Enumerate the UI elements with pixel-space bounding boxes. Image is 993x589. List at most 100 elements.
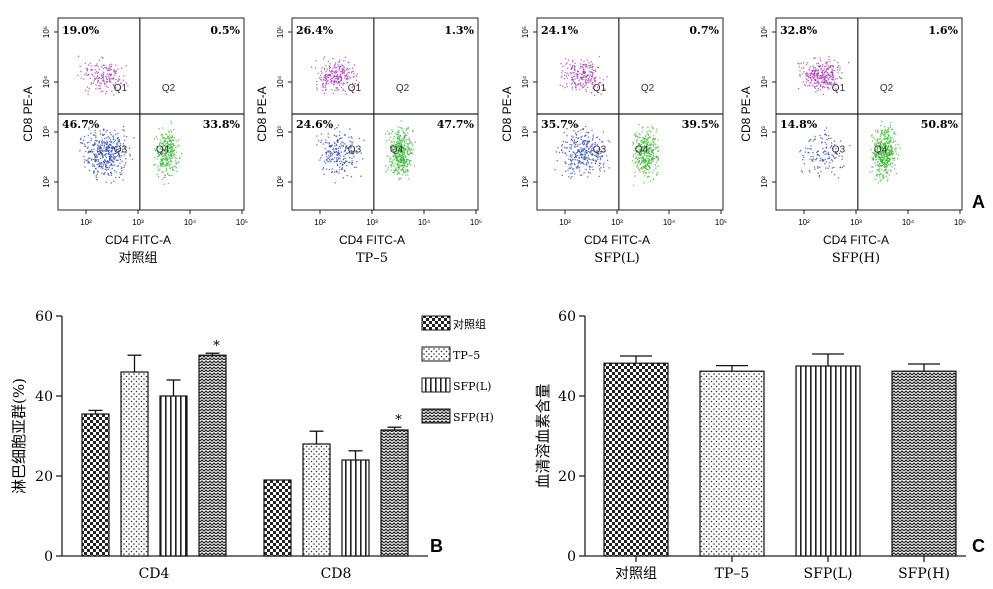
flow-event-dot	[402, 152, 405, 154]
flow-event-dot	[642, 165, 644, 168]
flow-event-dot	[354, 64, 356, 66]
flow-event-dot	[333, 151, 335, 154]
flow-event-dot	[871, 151, 874, 154]
flow-event-dot	[320, 157, 322, 159]
flow-event-dot	[571, 67, 573, 69]
flow-event-dot	[105, 181, 107, 183]
flow-event-dot	[339, 166, 341, 168]
flow-event-dot	[398, 126, 400, 128]
flow-event-dot	[580, 136, 582, 138]
flow-event-dot	[160, 146, 162, 148]
flow-event-dot	[407, 127, 409, 129]
flow-event-dot	[168, 136, 170, 138]
flow-event-dot	[163, 153, 166, 155]
flow-event-dot	[583, 72, 585, 74]
flow-event-dot	[93, 144, 95, 146]
flow-event-dot	[581, 161, 583, 163]
flow-event-dot	[362, 158, 364, 160]
flow-event-dot	[102, 161, 104, 163]
flow-event-dot	[162, 145, 165, 147]
flow-event-dot	[351, 157, 353, 159]
flow-event-dot	[581, 151, 583, 153]
flow-event-dot	[880, 179, 882, 181]
flow-event-dot	[820, 137, 822, 139]
flow-event-dot	[577, 76, 579, 79]
flow-event-dot	[564, 141, 567, 143]
flow-event-dot	[170, 161, 173, 163]
flow-event-dot	[647, 144, 650, 146]
flow-event-dot	[333, 150, 335, 152]
flow-event-dot	[803, 156, 805, 158]
flow-event-dot	[890, 162, 892, 164]
flow-event-dot	[814, 75, 816, 77]
x-tick-label: 10³	[850, 218, 862, 227]
flow-event-dot	[642, 142, 644, 144]
flow-event-dot	[887, 149, 890, 151]
flow-event-dot	[841, 72, 843, 74]
flow-event-dot	[635, 157, 637, 159]
flow-event-dot	[575, 136, 577, 139]
flow-event-dot	[887, 136, 889, 138]
flow-event-dot	[121, 173, 123, 175]
flow-event-dot	[834, 144, 836, 146]
y-tick-label: 10⁴	[760, 75, 769, 88]
flow-event-dot	[586, 145, 589, 147]
flow-event-dot	[872, 158, 875, 161]
flow-event-dot	[342, 66, 344, 68]
flow-event-dot	[643, 141, 645, 143]
flow-event-dot	[831, 79, 833, 81]
flow-event-dot	[396, 157, 398, 160]
flow-event-dot	[167, 140, 169, 142]
flow-event-dot	[827, 72, 829, 74]
flow-event-dot	[648, 172, 650, 174]
x-category-label: 对照组	[615, 566, 657, 582]
flow-event-dot	[884, 143, 887, 146]
flow-event-dot	[325, 162, 327, 164]
flow-event-dot	[832, 83, 834, 85]
flow-event-dot	[810, 148, 812, 150]
flow-event-dot	[323, 76, 325, 78]
flow-event-dot	[403, 172, 405, 174]
flow-event-dot	[585, 150, 587, 152]
flow-event-dot	[318, 77, 321, 79]
flow-event-dot	[588, 62, 590, 64]
flow-event-dot	[403, 160, 405, 162]
y-tick-label: 10³	[276, 126, 285, 138]
flow-event-dot	[105, 141, 107, 144]
flow-event-dot	[887, 157, 890, 159]
flow-event-dot	[349, 128, 351, 130]
flow-event-dot	[114, 72, 116, 74]
flow-event-dot	[340, 145, 342, 147]
flow-event-dot	[395, 155, 397, 157]
flow-event-dot	[348, 136, 350, 139]
flow-event-dot	[387, 167, 389, 169]
flow-event-dot	[881, 161, 884, 164]
flow-event-dot	[886, 159, 889, 161]
flow-event-dot	[100, 78, 102, 80]
flow-event-dot	[94, 160, 96, 162]
flow-event-dot	[641, 156, 643, 158]
flow-event-dot	[331, 80, 333, 82]
y-tick-label: 20	[35, 469, 53, 485]
flow-event-dot	[884, 143, 887, 145]
flow-event-dot	[106, 162, 108, 164]
flow-event-dot	[588, 131, 590, 133]
flow-event-dot	[337, 138, 339, 141]
group-caption: 对照组	[118, 251, 157, 266]
flow-event-dot	[649, 166, 651, 169]
flow-event-dot	[593, 151, 596, 153]
flow-event-dot	[831, 68, 833, 70]
flow-event-dot	[171, 146, 174, 148]
flow-event-dot	[573, 71, 575, 74]
flow-event-dot	[571, 86, 573, 88]
flow-event-dot	[167, 151, 170, 153]
flow-event-dot	[350, 141, 352, 143]
flow-event-dot	[598, 55, 601, 58]
flow-event-dot	[320, 141, 322, 143]
flow-event-dot	[571, 175, 573, 178]
flow-event-dot	[886, 180, 889, 182]
flow-event-dot	[564, 87, 566, 89]
flow-event-dot	[824, 65, 826, 68]
flow-event-dot	[116, 159, 118, 161]
flow-event-dot	[355, 166, 357, 168]
